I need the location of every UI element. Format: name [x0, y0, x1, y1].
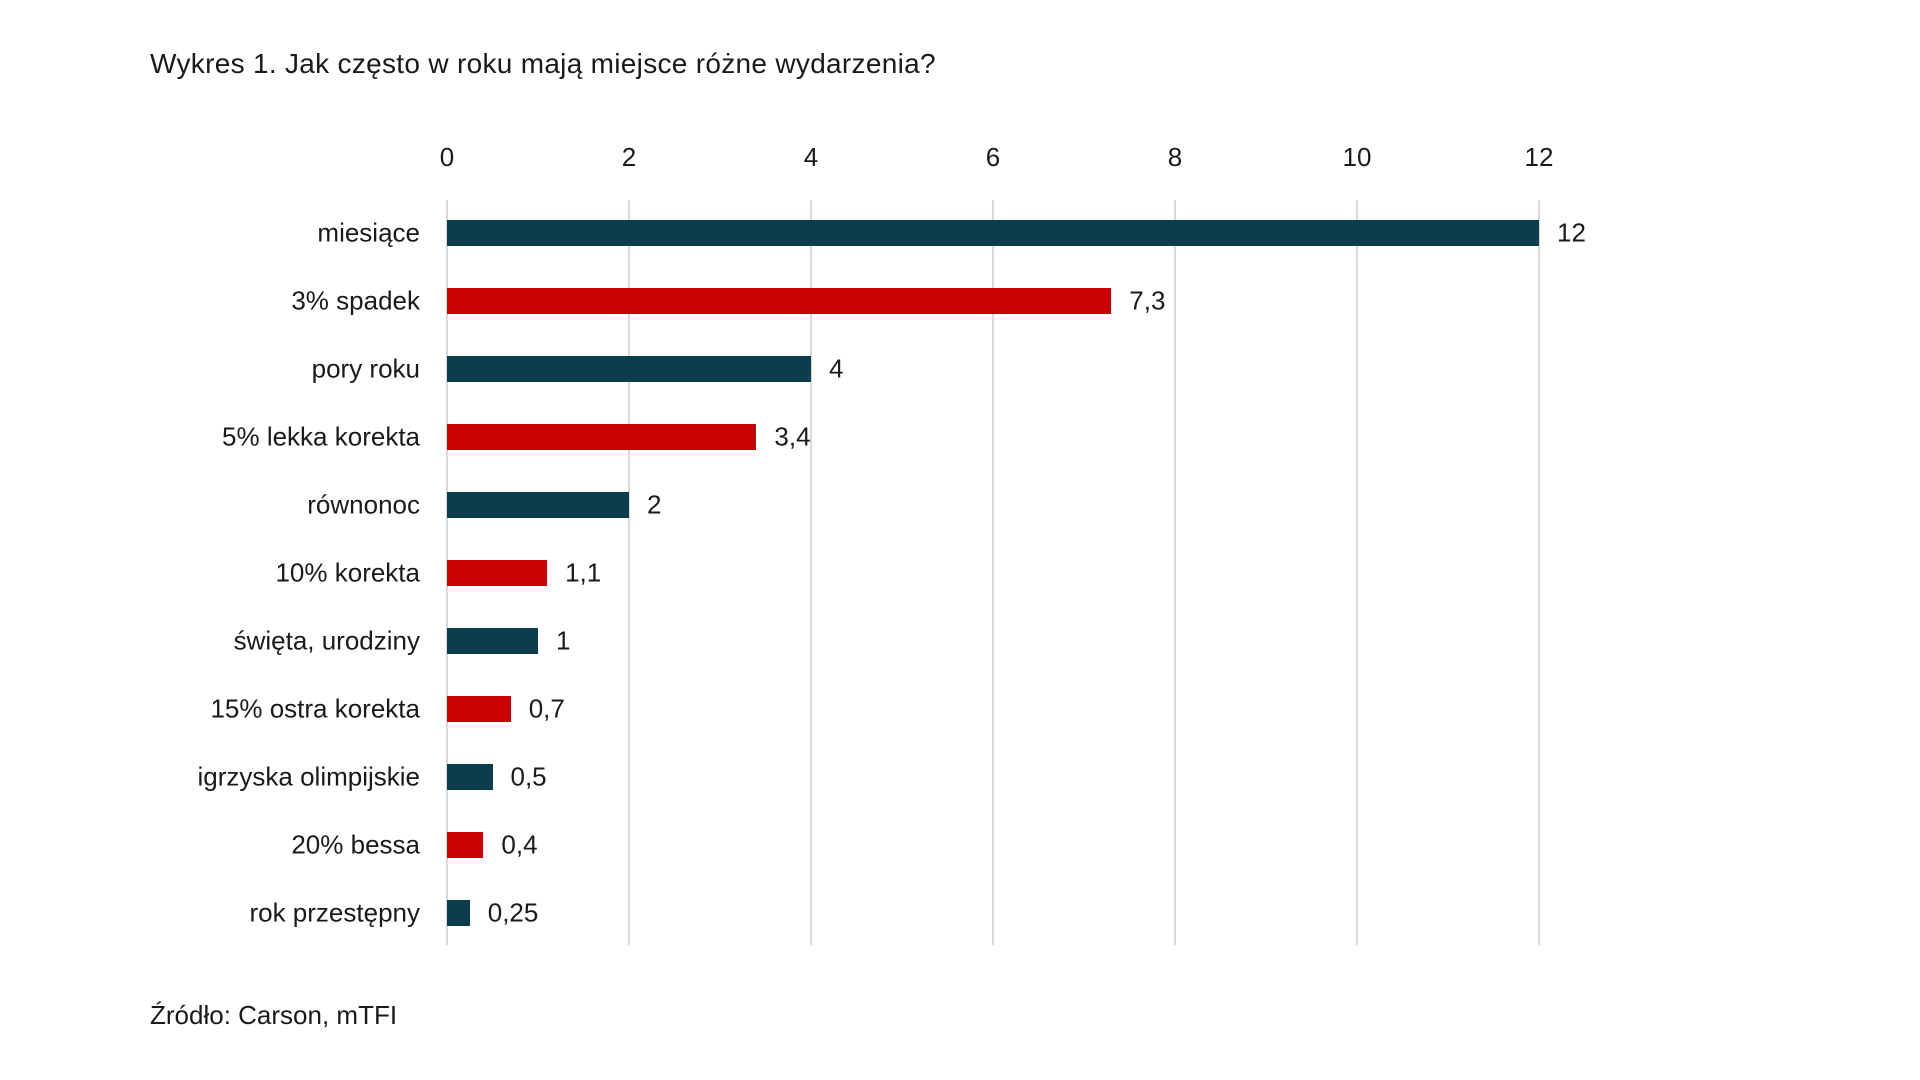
x-tick-label: 2 — [621, 142, 637, 172]
value-label: 7,3 — [1129, 285, 1166, 316]
value-label: 0,5 — [510, 761, 547, 792]
x-tick-label: 6 — [985, 142, 1001, 172]
value-label: 0,7 — [528, 693, 565, 724]
bar — [447, 832, 484, 858]
bar — [447, 560, 548, 586]
bar-row: 15% ostra korekta 0,7 — [210, 693, 1539, 724]
source-caption: Źródło: Carson, mTFI — [150, 1000, 398, 1030]
gridline — [1174, 200, 1176, 945]
bar-row: pory roku 4 — [312, 353, 1539, 384]
value-label: 4 — [829, 353, 844, 384]
gridline — [1356, 200, 1358, 945]
value-label: 3,4 — [774, 421, 811, 452]
chart-title: Wykres 1. Jak często w roku mają miejsce… — [150, 48, 936, 79]
x-tick-label: 10 — [1342, 142, 1372, 172]
value-label: 12 — [1557, 217, 1586, 248]
bar-row: igrzyska olimpijskie 0,5 — [198, 761, 1539, 792]
category-label: 10% korekta — [275, 557, 420, 588]
category-label: miesiące — [317, 217, 420, 248]
category-label: święta, urodziny — [233, 625, 420, 656]
bar — [447, 900, 470, 926]
category-label: igrzyska olimpijskie — [197, 761, 421, 792]
bar-row: 5% lekka korekta 3,4 — [222, 421, 1539, 452]
gridline — [992, 200, 994, 945]
gridline — [1538, 200, 1540, 945]
bar — [447, 492, 629, 518]
gridline — [810, 200, 812, 945]
bar-row: rok przestępny 0,25 — [249, 897, 1539, 928]
bar-row: równonoc 2 — [307, 489, 1539, 520]
bar — [447, 288, 1112, 314]
value-label: 1 — [556, 625, 571, 656]
x-tick-label: 0 — [439, 142, 455, 172]
category-label: 5% lekka korekta — [222, 421, 420, 452]
bar-row: 3% spadek 7,3 — [291, 285, 1539, 316]
bar — [447, 220, 1539, 246]
value-label: 1,1 — [565, 557, 602, 588]
category-label: równonoc — [307, 489, 420, 520]
plot-area: 0 2 4 6 8 10 12 miesiące 12 3% spadek 7,3 pory rok… — [198, 142, 1586, 945]
x-tick-label: 12 — [1524, 142, 1554, 172]
category-label: 20% bessa — [291, 829, 420, 860]
category-label: 15% ostra korekta — [210, 693, 420, 724]
bar — [447, 424, 757, 450]
value-label: 0,4 — [501, 829, 538, 860]
category-label: rok przestępny — [249, 897, 420, 928]
bar-row: święta, urodziny 1 — [234, 625, 1539, 656]
value-label: 2 — [647, 489, 662, 520]
bar — [447, 628, 538, 654]
bar-row: 20% bessa 0,4 — [291, 829, 1539, 860]
bar — [447, 356, 811, 382]
value-label: 0,25 — [487, 897, 539, 928]
bar — [447, 764, 493, 790]
bar — [447, 696, 511, 722]
bar-row: 10% korekta 1,1 — [275, 557, 1539, 588]
category-label: 3% spadek — [291, 285, 420, 316]
x-tick-label: 4 — [803, 142, 819, 172]
x-tick-label: 8 — [1167, 142, 1183, 172]
bar-row: miesiące 12 — [317, 218, 1586, 248]
gridline — [628, 200, 630, 945]
category-label: pory roku — [311, 353, 420, 384]
